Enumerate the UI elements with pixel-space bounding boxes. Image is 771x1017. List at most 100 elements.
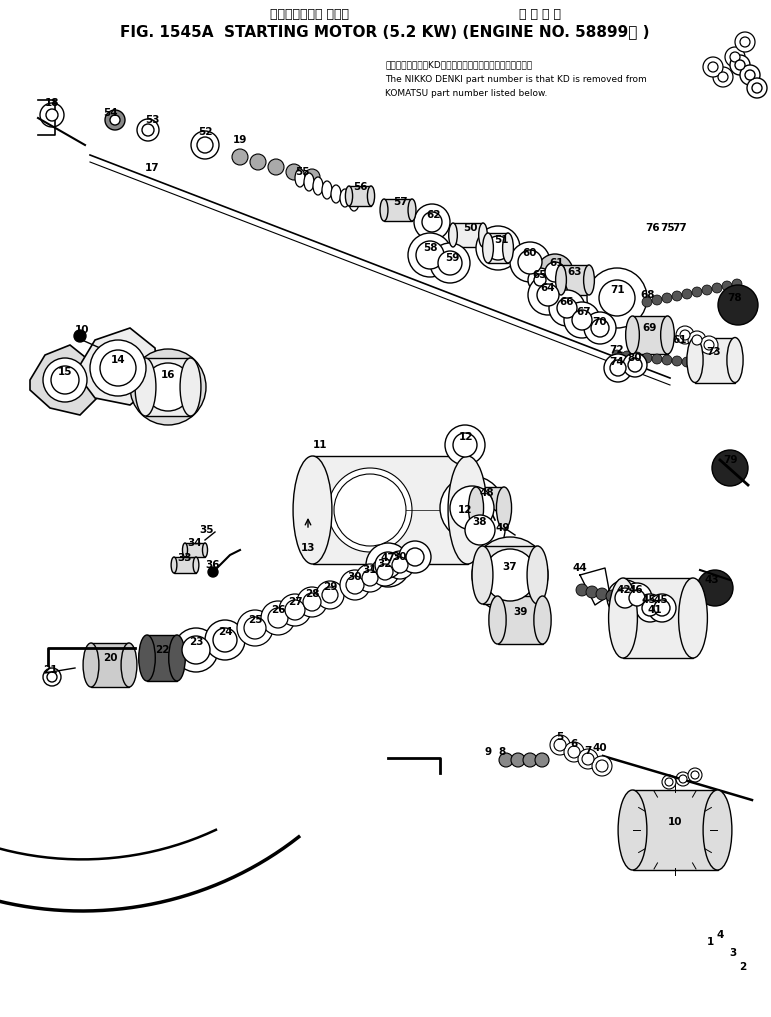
Text: 11: 11 [313, 440, 327, 450]
Circle shape [599, 280, 635, 316]
Circle shape [578, 749, 598, 769]
Text: 38: 38 [473, 517, 487, 527]
Circle shape [297, 587, 327, 617]
Bar [561, 265, 589, 295]
Bar [623, 578, 693, 658]
Ellipse shape [472, 546, 493, 604]
Text: 18: 18 [45, 98, 59, 108]
Circle shape [596, 588, 608, 600]
Circle shape [537, 284, 559, 306]
Circle shape [612, 350, 622, 360]
Circle shape [237, 610, 273, 646]
Text: 3: 3 [729, 948, 736, 958]
Circle shape [285, 600, 305, 620]
Ellipse shape [380, 199, 388, 221]
Circle shape [476, 226, 520, 270]
Circle shape [528, 275, 568, 315]
Bar [488, 233, 508, 263]
Circle shape [752, 83, 762, 93]
Circle shape [408, 233, 452, 277]
Text: 4: 4 [716, 930, 724, 940]
Circle shape [279, 594, 311, 626]
Polygon shape [30, 345, 100, 415]
Polygon shape [80, 328, 158, 405]
Text: 34: 34 [187, 538, 202, 548]
Ellipse shape [304, 173, 314, 191]
Text: 59: 59 [445, 253, 460, 263]
Text: 58: 58 [423, 243, 437, 253]
Circle shape [268, 608, 288, 629]
Text: 30: 30 [348, 572, 362, 582]
Circle shape [587, 268, 647, 328]
Ellipse shape [203, 543, 207, 557]
Ellipse shape [183, 543, 187, 557]
Circle shape [745, 70, 755, 80]
Circle shape [725, 47, 745, 67]
Circle shape [537, 254, 573, 290]
Circle shape [232, 149, 248, 165]
Ellipse shape [349, 193, 359, 211]
Bar [632, 316, 668, 354]
Circle shape [510, 242, 550, 282]
Text: 75: 75 [661, 223, 675, 233]
Ellipse shape [608, 578, 638, 658]
Circle shape [747, 78, 767, 98]
Circle shape [440, 476, 504, 540]
Text: 80: 80 [628, 353, 642, 363]
Text: 27: 27 [288, 597, 302, 607]
Circle shape [356, 564, 384, 592]
Text: 61: 61 [550, 258, 564, 268]
Ellipse shape [313, 177, 323, 195]
Circle shape [142, 124, 154, 136]
Circle shape [340, 570, 370, 600]
Bar [695, 338, 735, 382]
Circle shape [730, 55, 750, 75]
Circle shape [584, 312, 616, 344]
Circle shape [545, 262, 565, 282]
Circle shape [430, 243, 470, 283]
Text: 20: 20 [103, 653, 117, 663]
Circle shape [632, 352, 642, 362]
Circle shape [572, 310, 592, 330]
Circle shape [484, 549, 536, 601]
Circle shape [182, 636, 210, 664]
Text: 14: 14 [111, 355, 126, 365]
Circle shape [511, 753, 525, 767]
Text: 45: 45 [641, 595, 656, 605]
Circle shape [676, 326, 694, 344]
Text: 10: 10 [75, 325, 89, 335]
Circle shape [654, 600, 670, 616]
Text: 42: 42 [617, 585, 631, 595]
Circle shape [303, 593, 321, 611]
Circle shape [623, 353, 647, 377]
Circle shape [465, 515, 495, 545]
Circle shape [691, 771, 699, 779]
Circle shape [191, 131, 219, 159]
Circle shape [732, 279, 742, 289]
Text: 25: 25 [247, 615, 262, 625]
Bar [453, 223, 483, 247]
Ellipse shape [489, 596, 506, 644]
Text: 39: 39 [513, 607, 527, 617]
Text: 61: 61 [673, 335, 687, 345]
Circle shape [672, 291, 682, 301]
Circle shape [692, 287, 702, 297]
Circle shape [523, 753, 537, 767]
Text: 24: 24 [217, 627, 232, 637]
Circle shape [366, 543, 410, 587]
Circle shape [592, 756, 612, 776]
Circle shape [554, 739, 566, 751]
Text: 73: 73 [707, 347, 722, 357]
Text: 56: 56 [353, 182, 367, 192]
Circle shape [346, 576, 364, 594]
Circle shape [392, 557, 408, 573]
Text: 適 用 号 機: 適 用 号 機 [519, 7, 561, 20]
Circle shape [213, 629, 237, 652]
Ellipse shape [193, 557, 199, 573]
Circle shape [712, 283, 722, 293]
Text: 46: 46 [628, 585, 643, 595]
Circle shape [244, 617, 266, 639]
Ellipse shape [584, 265, 594, 295]
Circle shape [700, 336, 718, 354]
Circle shape [535, 753, 549, 767]
